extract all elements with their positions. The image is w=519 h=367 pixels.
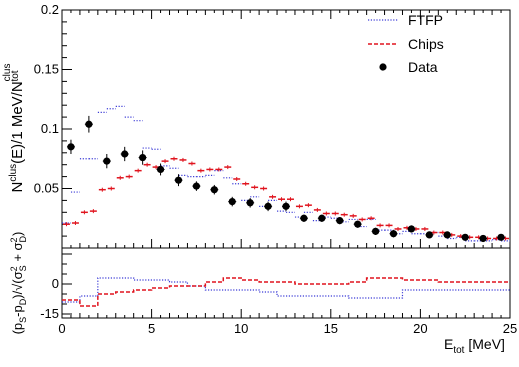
ratio-panel: 0 5 10 15 20 25-150 [40,247,517,336]
x-axis-title-part: tot [453,345,464,356]
y-tick-label: 0.15 [34,62,59,77]
ratio-y-axis-title-part: + σ [10,242,25,265]
data-point [497,233,505,241]
main-y-axis-title-part: N [9,182,26,193]
ratio-y-axis-title-part: D [18,235,28,242]
data-point [228,197,236,206]
data-point [461,233,469,241]
legend-data-swatch [379,63,387,71]
data-point [103,157,111,165]
data-point [354,220,362,228]
data-point [282,202,290,210]
x-tick-label: 5 [148,321,155,336]
data-point [192,182,200,190]
x-tick-label: 10 [234,321,248,336]
data-point [264,202,272,210]
axis-titles: Nclus(E)/1 MeV/Nclustot(pS-pD)/√(σ2S + σ… [2,64,505,356]
ratio-y-tick-label: -15 [40,306,59,321]
main-panel: 0.05 0.1 0.15 0.2 [34,2,511,249]
legend-chips-label: Chips [408,36,444,52]
data-point [389,230,398,238]
ftfp-ratio-line [62,277,510,303]
data-point [246,199,254,207]
data-point [67,143,75,151]
ratio-y-axis-title-part: ) [10,232,25,236]
data-point [407,225,416,233]
data-point [425,231,433,239]
data-point [336,217,344,225]
legend-data-label: Data [408,59,438,75]
ratio-y-axis-title-part: 2 [9,237,19,242]
x-tick-label: 25 [503,321,517,336]
legend: FTFP Chips Data [368,12,444,75]
y-tick-label: 0.1 [41,121,59,136]
x-tick-label: 20 [413,321,427,336]
ratio-y-axis-title-part: )/√(σ [10,271,25,298]
ratio-y-axis-title-part: -p [10,305,25,317]
main-y-axis-title-part: clus [2,64,13,82]
data-point [443,231,451,239]
ratio-y-tick-label: 0 [52,276,59,291]
main-y-axis-title-part: tot [10,70,21,81]
chips-ratio-line [62,277,510,307]
data-point [300,214,308,222]
ratio-y-axis-title: (pS-pD)/√(σ2S + σ2D) [9,232,28,335]
y-tick-label: 0.05 [34,181,59,196]
main-y-axis-title-part: (E)/1 MeV/N [9,81,26,164]
x-axis-title: Etot [MeV] [444,336,505,356]
data-point [121,150,129,158]
x-axis-title-part: E [444,336,453,352]
ratio-y-axis-title-part: S [18,317,28,323]
data-point [156,165,165,174]
ratio-y-axis-title-part: 2 [9,266,19,271]
x-tick-label: 0 [58,321,65,336]
ratio-y-axis-title-part: D [18,298,28,305]
legend-ftfp-label: FTFP [408,12,443,28]
ratio-y-axis-title-part: (p [10,323,25,335]
ratio-y-axis-title-part: S [18,265,28,271]
data-point [372,227,380,235]
data-point [139,153,147,162]
data-point [85,120,93,128]
main-y-axis-title: Nclus(E)/1 MeV/Nclustot [2,64,26,193]
data-point [210,186,218,194]
x-axis-title-part: [MeV] [464,336,504,352]
main-y-axis-title-part: clus [8,164,19,182]
data-point [174,176,183,184]
x-tick-label: 15 [324,321,338,336]
data-point [479,234,487,243]
y-tick-label: 0.2 [41,2,59,17]
data-point [318,214,326,222]
